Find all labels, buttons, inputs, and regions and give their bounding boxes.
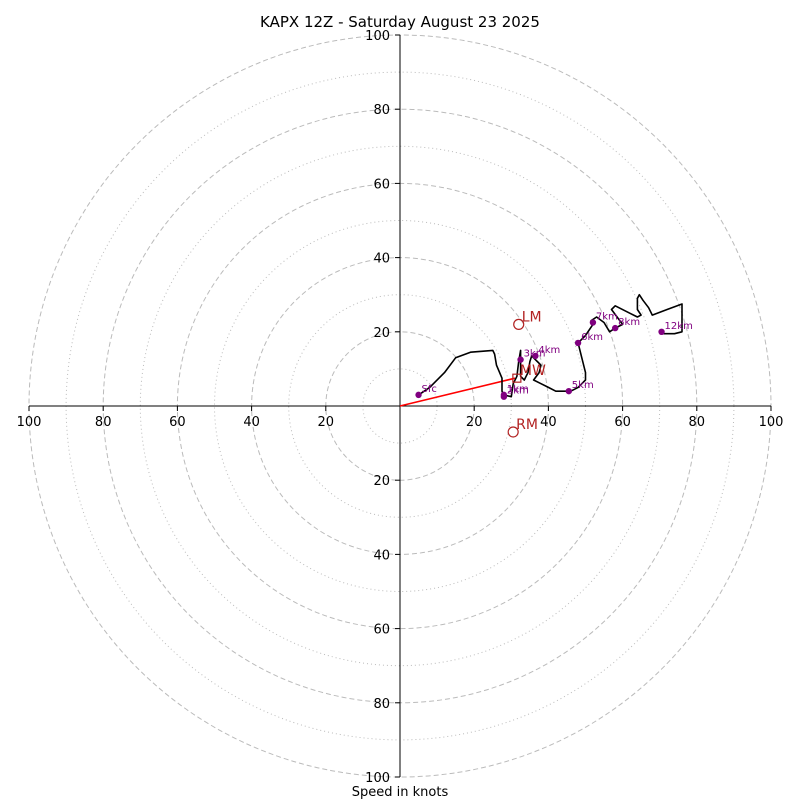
y-tick-label: 100 <box>365 29 390 44</box>
height-marker-point <box>517 356 524 363</box>
x-tick-label: 100 <box>17 415 42 430</box>
bulk-shear-line <box>399 377 516 407</box>
storm-motion-markers: LM MW RM <box>507 309 546 438</box>
height-marker-label: 4km <box>538 345 560 356</box>
storm-motion-label: MW <box>520 363 546 379</box>
height-marker-point <box>532 352 539 360</box>
x-tick-label: 20 <box>466 415 483 430</box>
height-marker-point <box>611 324 619 332</box>
x-tick-label: 80 <box>689 415 706 430</box>
shear-vector <box>399 377 516 407</box>
height-marker-label: 8km <box>618 317 640 328</box>
storm-motion-marker <box>507 426 519 438</box>
y-tick-label: 20 <box>373 474 390 489</box>
x-tick-label: 40 <box>540 415 557 430</box>
height-marker-label: 2km <box>507 386 529 397</box>
chart-title: KAPX 12Z - Saturday August 23 2025 <box>260 13 540 31</box>
x-tick-label: 60 <box>614 415 631 430</box>
y-tick-label: 60 <box>373 177 390 192</box>
height-marker-label: 7km <box>596 312 618 323</box>
height-marker-label: Sfc <box>422 384 437 395</box>
height-marker-point <box>658 328 665 335</box>
height-marker-point <box>500 393 508 400</box>
x-tick-label: 40 <box>243 415 260 430</box>
height-marker-label: 5km <box>572 380 594 391</box>
x-tick-label: 60 <box>169 415 186 430</box>
x-tick-label: 80 <box>95 415 112 430</box>
x-axis-label: Speed in knots <box>352 785 449 800</box>
y-tick-label: 60 <box>373 623 390 638</box>
tick-labels: 100 80 60 40 20 20 40 60 80 100 20 40 60 80 100 20 40 60 8… <box>17 29 784 786</box>
y-tick-label: 40 <box>373 252 390 267</box>
height-marker-point <box>565 387 573 395</box>
storm-motion-label: LM <box>522 309 542 325</box>
x-tick-label: 100 <box>759 415 784 430</box>
mean-wind-marker <box>512 373 522 383</box>
height-marker-point <box>589 319 597 326</box>
y-tick-label: 20 <box>373 326 390 341</box>
storm-motion-marker <box>513 318 525 330</box>
storm-motion-label: RM <box>516 417 538 433</box>
height-marker-label: 12km <box>665 321 693 332</box>
x-tick-label: 20 <box>318 415 335 430</box>
y-tick-label: 80 <box>373 697 390 712</box>
y-tick-label: 80 <box>373 103 390 118</box>
height-marker-label: 1km <box>507 384 529 395</box>
y-tick-label: 40 <box>373 548 390 563</box>
height-marker-label: 6km <box>581 332 603 343</box>
y-tick-label: 100 <box>365 771 390 786</box>
height-marker-point <box>574 339 582 347</box>
height-marker-point <box>415 391 422 399</box>
height-markers: Sfc1km2km3km4km5km6km7km8km12km <box>415 312 693 400</box>
